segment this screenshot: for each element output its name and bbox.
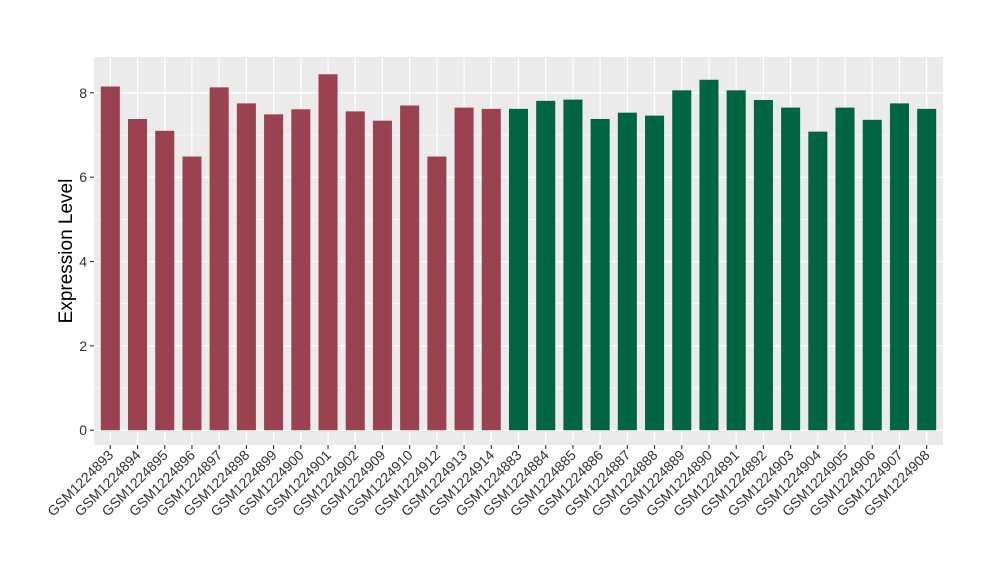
bar-GSM1224903 — [781, 107, 801, 431]
bar-GSM1224914 — [481, 108, 501, 431]
bar-GSM1224908 — [917, 108, 937, 431]
y-axis: 0 2 4 6 8 — [79, 85, 94, 438]
x-axis: GSM1224893GSM1224894GSM1224895GSM1224896… — [44, 445, 933, 519]
bar-GSM1224885 — [563, 99, 583, 431]
bar-GSM1224904 — [808, 131, 828, 431]
bar-GSM1224892 — [753, 100, 773, 431]
bar-GSM1224900 — [291, 109, 311, 431]
bar-GSM1224886 — [590, 118, 610, 431]
bar-GSM1224893 — [100, 86, 120, 431]
bar-GSM1224913 — [454, 107, 474, 431]
y-tick-label: 6 — [79, 169, 87, 185]
y-tick-label: 4 — [79, 254, 87, 270]
bar-GSM1224896 — [182, 156, 202, 431]
bar-GSM1224884 — [536, 100, 556, 431]
y-axis-title: Expression Level — [56, 179, 77, 324]
bars — [100, 74, 937, 431]
bar-GSM1224894 — [128, 118, 148, 431]
bar-GSM1224910 — [400, 105, 420, 431]
bar-GSM1224895 — [155, 130, 175, 431]
bar-GSM1224902 — [345, 111, 365, 431]
bar-GSM1224906 — [862, 119, 882, 431]
bar-GSM1224897 — [209, 87, 229, 431]
bar-GSM1224909 — [372, 120, 392, 431]
y-tick-label: 0 — [79, 422, 87, 438]
bar-GSM1224891 — [726, 90, 746, 431]
bar-GSM1224901 — [318, 74, 338, 431]
bar-GSM1224907 — [889, 103, 909, 431]
bar-GSM1224905 — [835, 107, 855, 431]
bar-GSM1224887 — [617, 112, 637, 431]
bar-GSM1224890 — [699, 79, 719, 431]
bar-GSM1224889 — [672, 90, 692, 431]
bar-GSM1224883 — [508, 108, 529, 431]
bar-GSM1224899 — [264, 114, 284, 431]
bar-GSM1224912 — [427, 156, 447, 431]
bar-GSM1224898 — [236, 103, 256, 431]
y-tick-label: 8 — [79, 85, 87, 101]
bar-GSM1224888 — [645, 115, 665, 431]
y-tick-label: 2 — [79, 338, 87, 354]
